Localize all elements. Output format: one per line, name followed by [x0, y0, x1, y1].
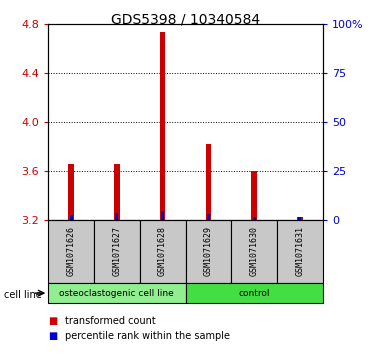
Text: transformed count: transformed count	[65, 316, 156, 326]
Text: GDS5398 / 10340584: GDS5398 / 10340584	[111, 13, 260, 27]
Bar	[94, 220, 140, 283]
Bar	[186, 220, 231, 283]
Bar	[277, 220, 323, 283]
Text: GSM1071627: GSM1071627	[112, 227, 121, 276]
Bar	[297, 217, 303, 220]
Text: GSM1071629: GSM1071629	[204, 227, 213, 276]
Text: ■: ■	[48, 316, 58, 326]
Text: GSM1071631: GSM1071631	[295, 227, 304, 276]
Text: osteoclastogenic cell line: osteoclastogenic cell line	[59, 289, 174, 298]
Bar	[48, 283, 186, 303]
Text: percentile rank within the sample: percentile rank within the sample	[65, 331, 230, 341]
Text: GSM1071628: GSM1071628	[158, 227, 167, 276]
Bar	[231, 220, 277, 283]
Bar	[207, 214, 210, 220]
Bar	[140, 220, 186, 283]
Text: GSM1071630: GSM1071630	[250, 227, 259, 276]
Text: cell line: cell line	[4, 290, 42, 300]
Bar	[252, 171, 257, 220]
Bar	[68, 164, 74, 220]
Bar	[114, 164, 119, 220]
Bar	[48, 220, 94, 283]
Bar	[186, 283, 323, 303]
Text: ■: ■	[48, 331, 58, 341]
Bar	[115, 213, 118, 220]
Text: GSM1071626: GSM1071626	[67, 227, 76, 276]
Bar	[69, 215, 73, 220]
Text: control: control	[239, 289, 270, 298]
Bar	[206, 144, 211, 220]
Bar	[253, 217, 256, 220]
Bar	[298, 217, 302, 220]
Bar	[160, 32, 165, 220]
Bar	[161, 211, 164, 220]
